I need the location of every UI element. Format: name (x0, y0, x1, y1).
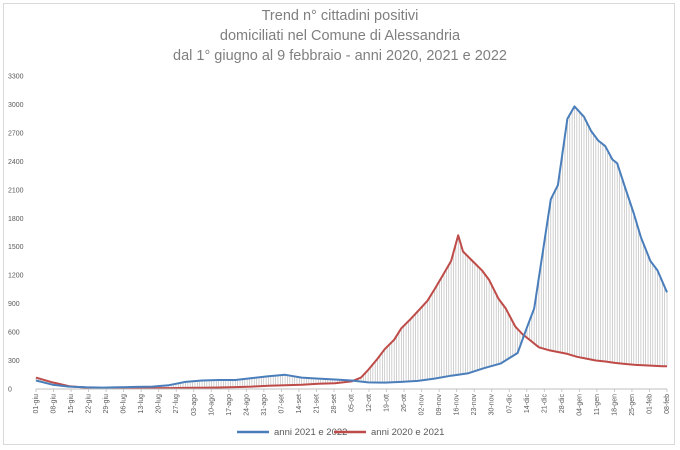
x-tick-label: 06-lug (121, 394, 128, 414)
x-tick-label: 19-ott (384, 394, 391, 412)
x-tick-label: 04-gen (576, 394, 583, 416)
x-tick-label: 17-ago (226, 394, 233, 416)
x-tick-label: 18-gen (611, 394, 618, 416)
x-tick-label: 28-set (331, 394, 338, 414)
x-tick-label: 31-ago (261, 394, 268, 416)
y-tick-label: 600 (8, 330, 20, 337)
chart-title-line-3: dal 1° giugno al 9 febbraio - anni 2020,… (173, 48, 507, 64)
x-tick-label: 29-giu (103, 394, 110, 414)
x-tick-label: 05-ott (349, 394, 356, 412)
y-tick-label: 1800 (8, 216, 24, 223)
series-lines (35, 105, 668, 390)
x-tick-label: 08-giu (51, 394, 58, 414)
y-tick-label: 2700 (8, 130, 24, 137)
y-tick-label: 1200 (8, 273, 24, 280)
x-tick-label: 13-lug (138, 394, 145, 414)
x-tick-label: 27-lug (173, 394, 180, 414)
x-tick-label: 21-dic (541, 394, 548, 414)
x-tick-label: 14-set (296, 394, 303, 414)
chart-title-line-1: Trend n° cittadini positivi (261, 8, 419, 24)
x-tick-label: 26-ott (401, 394, 408, 412)
x-tick-label: 10-ago (208, 394, 215, 416)
legend-label-series-2: anni 2020 e 2021 (371, 427, 444, 438)
hatch-fill (35, 106, 668, 389)
series-line-1 (35, 105, 668, 389)
x-tick-label: 14-dic (524, 394, 531, 414)
x-tick-label: 01-giu (33, 394, 40, 414)
x-tick-label: 24-ago (243, 394, 250, 416)
y-tick-label: 0 (8, 387, 12, 394)
y-tick-label: 300 (8, 358, 20, 365)
x-tick-label: 16-nov (454, 394, 461, 416)
x-tick-label: 03-ago (191, 394, 198, 416)
x-tick-label: 20-lug (156, 394, 163, 414)
x-tick-label: 30-nov (489, 394, 496, 416)
x-tick-label: 22-giu (86, 394, 93, 414)
x-tick-label: 23-nov (471, 394, 478, 416)
chart-title-line-2: domiciliati nel Comune di Alessandria (219, 28, 461, 44)
y-tick-label: 900 (8, 301, 20, 308)
x-tick-label: 07-dic (506, 394, 513, 414)
x-axis: 01-giu 08-giu 15-giu 22-giu 29-giu 06-lug 13-l… (33, 388, 671, 416)
x-tick-label: 08-feb (664, 394, 671, 414)
y-tick-label: 3300 (8, 74, 24, 81)
chart-frame (3, 3, 675, 445)
x-tick-label: 07-set (278, 394, 285, 414)
x-tick-label: 02-nov (419, 394, 426, 416)
y-tick-label: 3000 (8, 102, 24, 109)
x-tick-label: 15-giu (68, 394, 75, 414)
x-tick-label: 28-dic (559, 394, 566, 414)
legend: anni 2021 e 2022 anni 2020 e 2021 (237, 427, 444, 438)
y-tick-label: 1500 (8, 244, 24, 251)
series-line-2 (35, 234, 667, 390)
y-axis: 0 300 600 900 1200 1500 1800 2100 2400 2700 3000 33… (8, 74, 24, 394)
x-tick-label: 09-nov (436, 394, 443, 416)
x-tick-label: 12-ott (366, 394, 373, 412)
x-tick-label: 11-gen (594, 394, 601, 415)
y-tick-label: 2400 (8, 159, 24, 166)
x-tick-label: 25-gen (629, 394, 636, 416)
x-tick-label: 01-feb (646, 394, 653, 414)
y-tick-label: 2100 (8, 187, 24, 194)
x-tick-label: 21-set (313, 394, 320, 414)
legend-label-series-1: anni 2021 e 2022 (274, 427, 347, 438)
